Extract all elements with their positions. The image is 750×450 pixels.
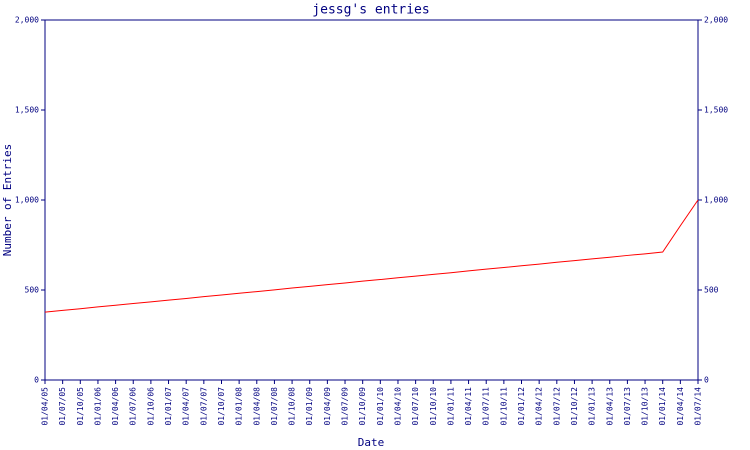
x-tick-label: 01/01/07 [164, 387, 173, 426]
plot-frame [44, 19, 699, 381]
x-tick-label: 01/01/08 [235, 387, 244, 426]
y-tick-label: 1,500 [15, 106, 39, 115]
x-tick-label: 01/07/05 [58, 387, 67, 426]
x-tick-label: 01/10/13 [641, 387, 650, 426]
x-tick-label: 01/07/11 [482, 387, 491, 426]
y2-tick-label: 2,000 [704, 16, 728, 25]
x-tick-label: 01/10/09 [358, 387, 367, 426]
x-tick-label: 01/04/13 [605, 387, 614, 426]
x-tick-label: 01/04/08 [252, 387, 261, 426]
x-tick-label: 01/07/08 [270, 387, 279, 426]
x-tick-label: 01/07/07 [199, 387, 208, 426]
x-tick-label: 01/04/09 [323, 387, 332, 426]
x-tick-label: 01/10/12 [570, 387, 579, 426]
x-tick-label: 01/01/13 [588, 387, 597, 426]
x-tick-label: 01/01/06 [93, 387, 102, 426]
x-tick-label: 01/01/12 [517, 387, 526, 426]
x-tick-label: 01/10/05 [76, 387, 85, 426]
x-tick-label: 01/04/05 [41, 387, 50, 426]
y2-tick-label: 1,500 [704, 106, 728, 115]
x-tick-label: 01/01/11 [446, 387, 455, 426]
x-tick-label: 01/04/14 [676, 387, 685, 426]
x-axis-label: Date [358, 436, 385, 449]
x-tick-label: 01/10/06 [146, 387, 155, 426]
x-tick-label: 01/01/09 [305, 387, 314, 426]
x-tick-label: 01/10/11 [499, 387, 508, 426]
y-tick-label: 0 [34, 376, 39, 385]
x-tick-label: 01/10/10 [429, 387, 438, 426]
x-tick-label: 01/01/10 [376, 387, 385, 426]
x-tick-label: 01/07/13 [623, 387, 632, 426]
y-tick-label: 2,000 [15, 16, 39, 25]
y-tick-label: 1,000 [15, 196, 39, 205]
x-tick-label: 01/07/12 [552, 387, 561, 426]
x-tick-label: 01/07/09 [341, 387, 350, 426]
chart-title: jessg's entries [312, 3, 429, 18]
y-axis-label: Number of Entries [1, 144, 14, 257]
y-tick-label: 500 [25, 286, 40, 295]
y2-tick-label: 1,000 [704, 196, 728, 205]
y2-tick-label: 500 [704, 286, 719, 295]
x-tick-label: 01/04/12 [535, 387, 544, 426]
x-tick-label: 01/10/07 [217, 387, 226, 426]
data-line [44, 199, 699, 313]
x-tick-label: 01/04/10 [393, 387, 402, 426]
x-tick-label: 01/07/06 [129, 387, 138, 426]
x-tick-label: 01/01/14 [658, 387, 667, 426]
x-tick-label: 01/04/06 [111, 387, 120, 426]
x-tick-label: 01/07/10 [411, 387, 420, 426]
x-tick-label: 01/10/08 [288, 387, 297, 426]
y2-tick-label: 0 [704, 376, 709, 385]
x-tick-label: 01/04/07 [182, 387, 191, 426]
x-tick-label: 01/07/14 [694, 387, 703, 426]
x-tick-label: 01/04/11 [464, 387, 473, 426]
